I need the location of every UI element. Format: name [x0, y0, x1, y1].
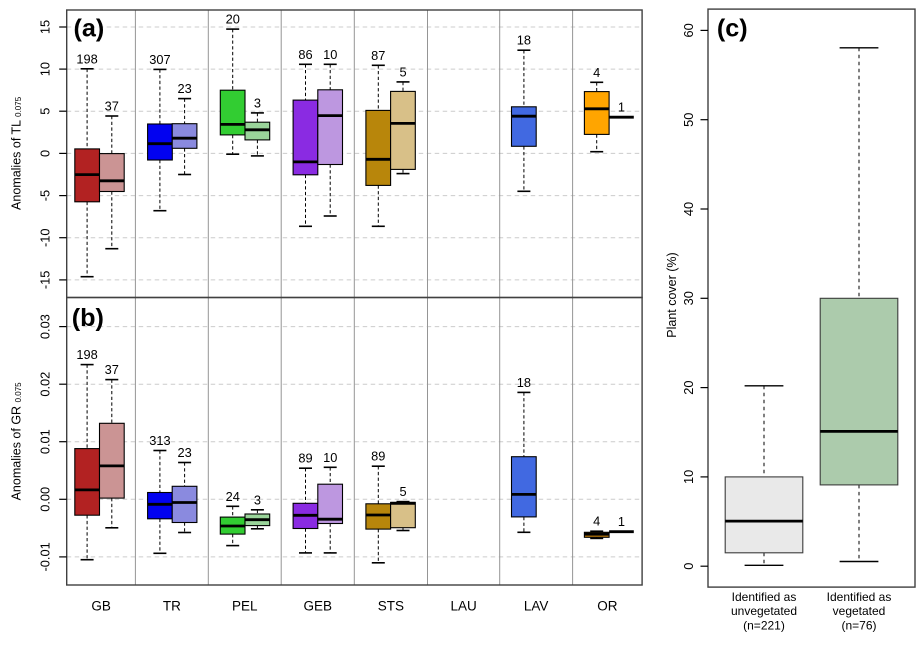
svg-text:-15: -15 [37, 271, 52, 290]
svg-text:(n=221): (n=221) [743, 618, 785, 632]
svg-text:0.00: 0.00 [37, 487, 52, 512]
svg-text:23: 23 [177, 445, 191, 460]
svg-text:-0.01: -0.01 [37, 542, 52, 571]
svg-text:24: 24 [226, 489, 240, 504]
svg-text:Identified as: Identified as [827, 590, 892, 604]
svg-text:40: 40 [681, 202, 696, 216]
svg-text:Plant cover (%): Plant cover (%) [665, 252, 679, 337]
svg-text:0: 0 [37, 150, 52, 157]
svg-text:313: 313 [149, 433, 170, 448]
svg-text:GB: GB [91, 599, 111, 614]
svg-text:0.02: 0.02 [37, 372, 52, 397]
svg-text:15: 15 [37, 20, 52, 34]
svg-text:4: 4 [593, 65, 600, 80]
svg-text:PEL: PEL [232, 599, 258, 614]
svg-text:LAV: LAV [524, 599, 549, 614]
svg-text:Identified as: Identified as [732, 590, 797, 604]
svg-text:3: 3 [254, 492, 261, 507]
svg-text:(a): (a) [74, 15, 105, 43]
svg-text:198: 198 [76, 51, 97, 66]
svg-text:18: 18 [517, 375, 531, 390]
svg-text:198: 198 [76, 347, 97, 362]
svg-text:10: 10 [37, 62, 52, 76]
svg-text:60: 60 [681, 23, 696, 37]
svg-text:0.03: 0.03 [37, 314, 52, 339]
svg-text:20: 20 [226, 12, 240, 27]
svg-text:LAU: LAU [450, 599, 476, 614]
svg-text:1: 1 [618, 514, 625, 529]
svg-text:OR: OR [597, 599, 618, 614]
svg-text:307: 307 [149, 52, 170, 67]
svg-text:-10: -10 [37, 228, 52, 247]
svg-text:STS: STS [378, 599, 404, 614]
svg-text:vegetated: vegetated [833, 604, 886, 618]
svg-text:Anomalies of GR 0.075: Anomalies of GR 0.075 [9, 382, 23, 501]
svg-text:5: 5 [399, 64, 406, 79]
svg-text:1: 1 [618, 100, 625, 115]
svg-text:0.01: 0.01 [37, 429, 52, 454]
svg-text:unvegetated: unvegetated [731, 604, 797, 618]
svg-text:89: 89 [298, 451, 312, 466]
svg-text:(c): (c) [717, 15, 748, 43]
svg-text:37: 37 [105, 362, 119, 377]
svg-text:0: 0 [681, 563, 696, 570]
svg-text:20: 20 [681, 380, 696, 394]
svg-text:86: 86 [298, 47, 312, 62]
svg-text:(n=76): (n=76) [841, 618, 876, 632]
svg-text:23: 23 [177, 81, 191, 96]
svg-text:TR: TR [163, 599, 181, 614]
svg-text:5: 5 [37, 108, 52, 115]
svg-text:-5: -5 [37, 190, 52, 201]
svg-text:Anomalies of TL 0.075: Anomalies of TL 0.075 [9, 96, 23, 210]
svg-text:50: 50 [681, 113, 696, 127]
svg-text:87: 87 [371, 48, 385, 63]
svg-text:89: 89 [371, 449, 385, 464]
svg-text:10: 10 [323, 450, 337, 465]
svg-text:10: 10 [681, 470, 696, 484]
svg-text:18: 18 [517, 33, 531, 48]
svg-text:10: 10 [323, 47, 337, 62]
svg-text:GEB: GEB [304, 599, 333, 614]
svg-text:3: 3 [254, 95, 261, 110]
svg-text:(b): (b) [72, 304, 104, 332]
svg-text:4: 4 [593, 514, 600, 529]
svg-text:30: 30 [681, 291, 696, 305]
svg-text:37: 37 [105, 99, 119, 114]
svg-text:5: 5 [399, 484, 406, 499]
